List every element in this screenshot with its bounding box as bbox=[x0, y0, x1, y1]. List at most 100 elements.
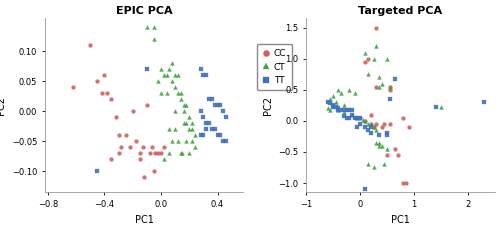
Point bbox=[196, 68, 204, 71]
Point bbox=[136, 152, 144, 155]
Point bbox=[188, 122, 196, 125]
Title: Targeted PCA: Targeted PCA bbox=[358, 6, 442, 16]
Point bbox=[370, 57, 378, 60]
Point bbox=[383, 153, 391, 157]
Point bbox=[399, 116, 407, 120]
Point bbox=[205, 98, 213, 101]
Point bbox=[337, 91, 345, 95]
Point bbox=[386, 85, 394, 89]
Point bbox=[138, 145, 146, 149]
Point bbox=[214, 104, 222, 107]
Point bbox=[354, 116, 362, 120]
Point bbox=[182, 122, 190, 125]
Point bbox=[191, 134, 199, 137]
Point bbox=[154, 79, 162, 83]
Point bbox=[200, 115, 207, 119]
Point bbox=[126, 145, 134, 149]
Point bbox=[94, 169, 102, 173]
Point bbox=[362, 119, 370, 123]
Point bbox=[168, 139, 176, 143]
Point bbox=[345, 88, 353, 92]
Point bbox=[380, 163, 388, 166]
Point bbox=[391, 77, 399, 80]
Point bbox=[180, 109, 188, 113]
Point bbox=[326, 97, 334, 101]
Point bbox=[367, 131, 375, 135]
Point bbox=[114, 152, 122, 155]
Point bbox=[362, 119, 370, 123]
Point bbox=[380, 122, 388, 126]
Point bbox=[202, 128, 210, 131]
Point bbox=[334, 108, 342, 112]
Y-axis label: PC2: PC2 bbox=[262, 96, 272, 115]
Point bbox=[208, 128, 216, 131]
Point bbox=[210, 104, 218, 107]
Point bbox=[180, 122, 188, 125]
Point bbox=[329, 104, 337, 107]
Point bbox=[340, 114, 348, 118]
Point bbox=[372, 122, 380, 126]
Point bbox=[332, 105, 340, 109]
Point bbox=[362, 187, 370, 191]
Point bbox=[372, 141, 380, 144]
Point bbox=[367, 125, 375, 129]
Point bbox=[174, 92, 182, 95]
Point bbox=[375, 133, 383, 136]
Point bbox=[122, 134, 130, 137]
Point bbox=[404, 125, 412, 129]
Point bbox=[348, 113, 356, 117]
Point bbox=[370, 166, 378, 169]
Point bbox=[86, 44, 94, 47]
Point bbox=[114, 134, 122, 137]
Point bbox=[364, 57, 372, 60]
Point bbox=[143, 104, 151, 107]
Point bbox=[340, 110, 348, 113]
Point bbox=[378, 82, 386, 85]
Point bbox=[182, 104, 190, 107]
Point bbox=[337, 108, 345, 112]
Point bbox=[219, 139, 227, 143]
Point bbox=[196, 134, 204, 137]
Point bbox=[334, 88, 342, 92]
X-axis label: PC1: PC1 bbox=[134, 215, 154, 225]
Point bbox=[367, 113, 375, 117]
Point bbox=[386, 97, 394, 101]
Point bbox=[386, 85, 394, 89]
Point bbox=[196, 109, 204, 113]
Point bbox=[208, 98, 216, 101]
Point bbox=[354, 125, 362, 129]
Point bbox=[216, 104, 224, 107]
Point bbox=[372, 26, 380, 30]
Point bbox=[219, 109, 227, 113]
X-axis label: PC1: PC1 bbox=[391, 215, 410, 225]
Point bbox=[157, 68, 165, 71]
Point bbox=[222, 115, 230, 119]
Point bbox=[364, 128, 372, 132]
Point bbox=[140, 175, 148, 179]
Point bbox=[168, 62, 176, 65]
Point bbox=[375, 141, 383, 144]
Point bbox=[364, 163, 372, 166]
Point bbox=[136, 158, 144, 161]
Legend: CC, CT, TT: CC, CT, TT bbox=[258, 44, 292, 90]
Point bbox=[334, 107, 342, 110]
Point bbox=[200, 74, 207, 77]
Point bbox=[329, 94, 337, 98]
Point bbox=[168, 79, 176, 83]
Point bbox=[188, 128, 196, 131]
Point bbox=[186, 115, 194, 119]
Point bbox=[342, 108, 350, 112]
Point bbox=[157, 152, 165, 155]
Point bbox=[166, 128, 173, 131]
Point bbox=[340, 104, 348, 107]
Point bbox=[399, 181, 407, 185]
Point bbox=[354, 116, 362, 120]
Point bbox=[150, 25, 158, 29]
Point bbox=[202, 74, 210, 77]
Point bbox=[180, 104, 188, 107]
Point bbox=[148, 145, 156, 149]
Point bbox=[171, 109, 179, 113]
Point bbox=[177, 152, 185, 155]
Point bbox=[332, 100, 340, 104]
Point bbox=[480, 100, 488, 104]
